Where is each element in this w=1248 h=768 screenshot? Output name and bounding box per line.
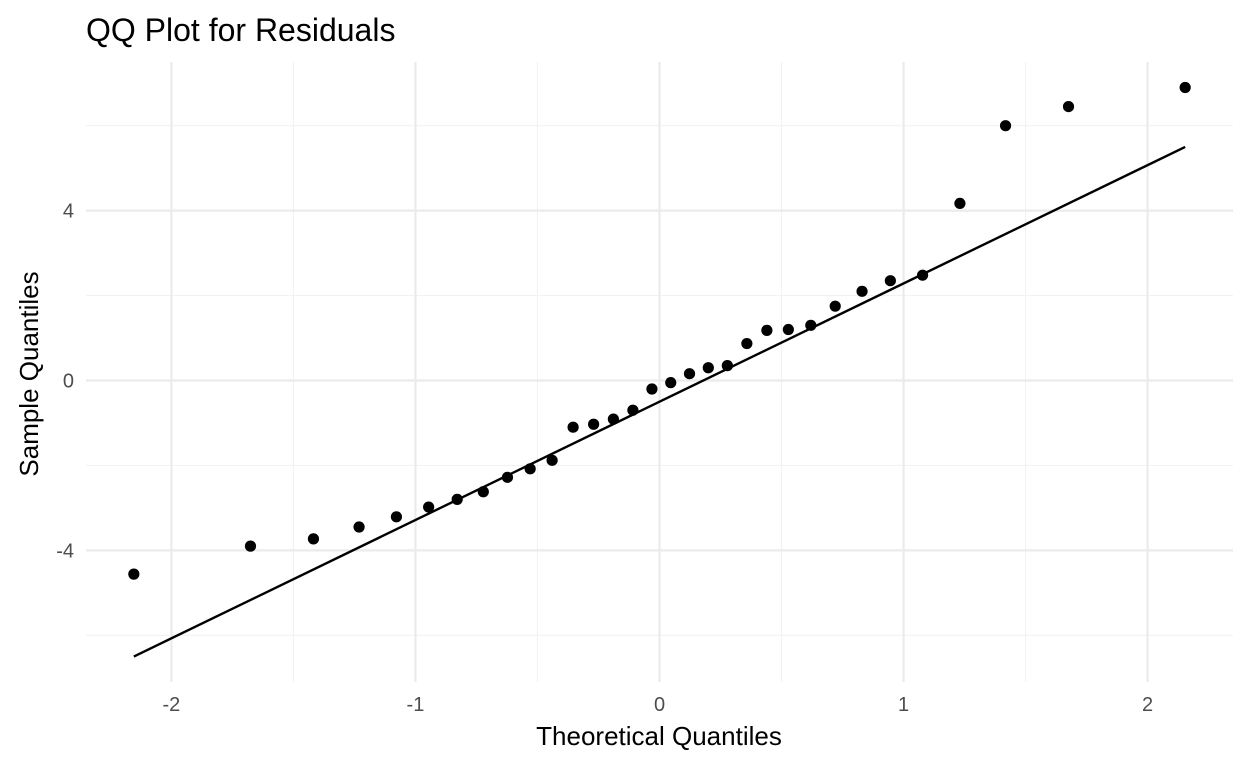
y-tick-label: 4 — [63, 201, 74, 223]
data-point — [390, 511, 403, 523]
data-point — [524, 463, 536, 475]
data-point — [607, 413, 619, 425]
data-point — [683, 368, 696, 380]
data-point — [741, 337, 753, 350]
y-tick-label: 0 — [63, 370, 74, 392]
tick-labels: -2 -1 0 1 2 -4 0 4 — [56, 201, 1153, 716]
chart-title: QQ Plot for Residuals — [86, 12, 395, 48]
data-point — [646, 383, 658, 395]
x-tick-label: 2 — [1142, 694, 1153, 716]
y-axis-label: Sample Quantiles — [14, 271, 44, 476]
data-point — [307, 533, 320, 545]
reference-line-group — [133, 145, 1186, 658]
data-point — [782, 323, 794, 336]
x-tick-label: 1 — [898, 694, 909, 716]
data-point — [856, 285, 868, 297]
data-point — [805, 319, 817, 331]
data-point — [353, 521, 365, 533]
data-point — [244, 540, 257, 552]
x-tick-label: -2 — [163, 694, 181, 716]
data-point — [761, 324, 773, 336]
data-point — [546, 454, 558, 466]
data-point — [1062, 100, 1075, 113]
data-point — [999, 120, 1012, 132]
data-point — [627, 404, 639, 416]
data-point — [1179, 81, 1191, 94]
data-point — [702, 362, 714, 374]
x-axis-label: Theoretical Quantiles — [536, 721, 782, 751]
data-point — [954, 197, 966, 210]
data-point — [884, 275, 896, 287]
reference-line — [133, 145, 1186, 658]
data-point — [423, 501, 435, 513]
x-tick-label: 0 — [654, 694, 665, 716]
y-tick-label: -4 — [56, 540, 74, 562]
data-point — [588, 418, 600, 430]
data-point — [451, 493, 463, 505]
data-point — [829, 300, 841, 312]
data-point — [721, 360, 733, 372]
data-point — [665, 377, 677, 389]
grid — [86, 62, 1233, 682]
data-point — [128, 568, 140, 580]
data-point — [477, 486, 489, 498]
data-point — [501, 471, 514, 483]
x-tick-label: -1 — [407, 694, 425, 716]
points-group — [128, 81, 1191, 580]
data-point — [916, 269, 929, 281]
data-point — [567, 421, 579, 433]
